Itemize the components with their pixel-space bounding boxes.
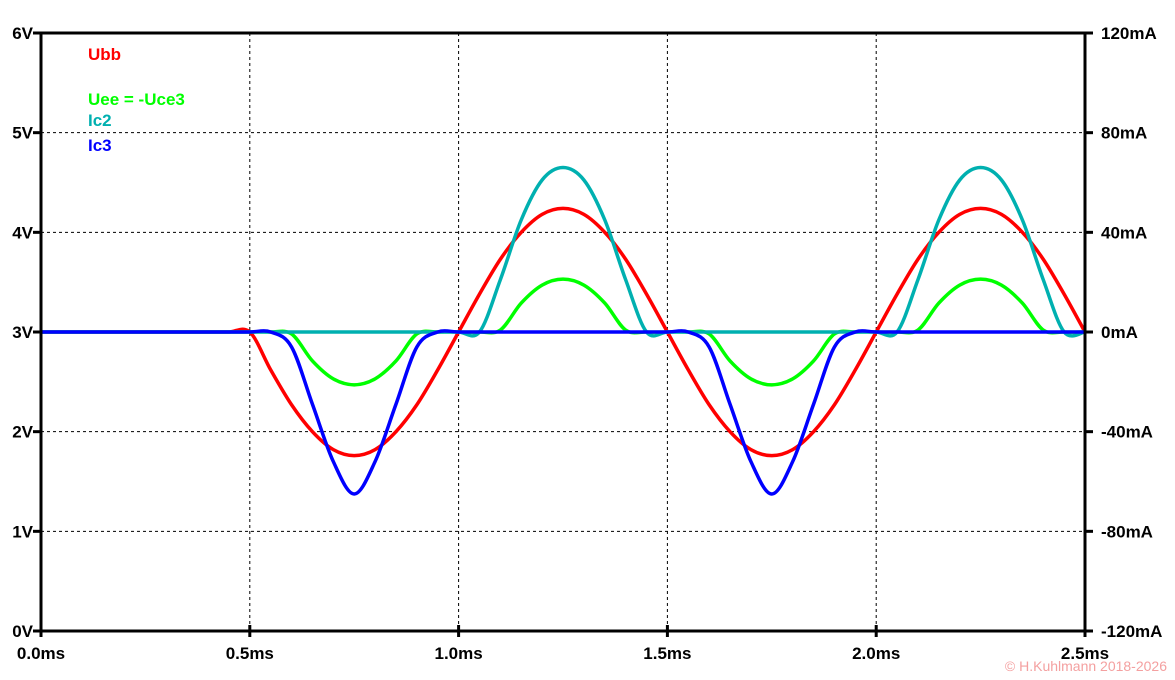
x-tick-label: 2.0ms — [852, 644, 900, 663]
x-tick-label: 0.5ms — [226, 644, 274, 663]
y-right-tick-label: 0mA — [1101, 323, 1138, 342]
legend-item: Ubb — [88, 45, 121, 64]
y-right-tick-label: -80mA — [1101, 522, 1153, 541]
x-tick-label: 1.5ms — [643, 644, 691, 663]
series-line-ic2 — [41, 165, 1086, 338]
axes-ticks: 0.0ms 0.5ms 1.0ms 1.5ms 2.0ms 2.5ms 0V -120mA 1V… — [12, 24, 1162, 663]
x-tick-label: 0.0ms — [17, 644, 65, 663]
legend-item: Ic2 — [88, 111, 112, 130]
y-left-tick-label: 0V — [12, 622, 33, 641]
y-left-tick-label: 5V — [12, 124, 33, 143]
y-left-tick-label: 6V — [12, 24, 33, 43]
legend-item: Uee = -Uce3 — [88, 90, 185, 109]
series-lines — [41, 165, 1087, 496]
y-right-tick-label: 40mA — [1101, 223, 1147, 242]
y-left-tick-label: 2V — [12, 423, 33, 442]
legend: Ubb Uee = -Uce3 Ic2 Ic3 — [88, 45, 185, 155]
y-right-tick-label: 80mA — [1101, 124, 1147, 143]
y-left-tick-label: 3V — [12, 323, 33, 342]
x-tick-label: 2.5ms — [1061, 644, 1109, 663]
copyright: © H.Kuhlmann 2018-2026 — [1005, 658, 1167, 674]
series-line-ic3 — [41, 329, 1085, 496]
y-left-tick-label: 1V — [12, 522, 33, 541]
y-left-tick-label: 4V — [12, 223, 33, 242]
x-tick-label: 1.0ms — [434, 644, 482, 663]
legend-item: Ic3 — [88, 136, 112, 155]
y-right-tick-label: -40mA — [1101, 423, 1153, 442]
y-right-tick-label: 120mA — [1101, 24, 1157, 43]
y-right-tick-label: -120mA — [1101, 622, 1162, 641]
